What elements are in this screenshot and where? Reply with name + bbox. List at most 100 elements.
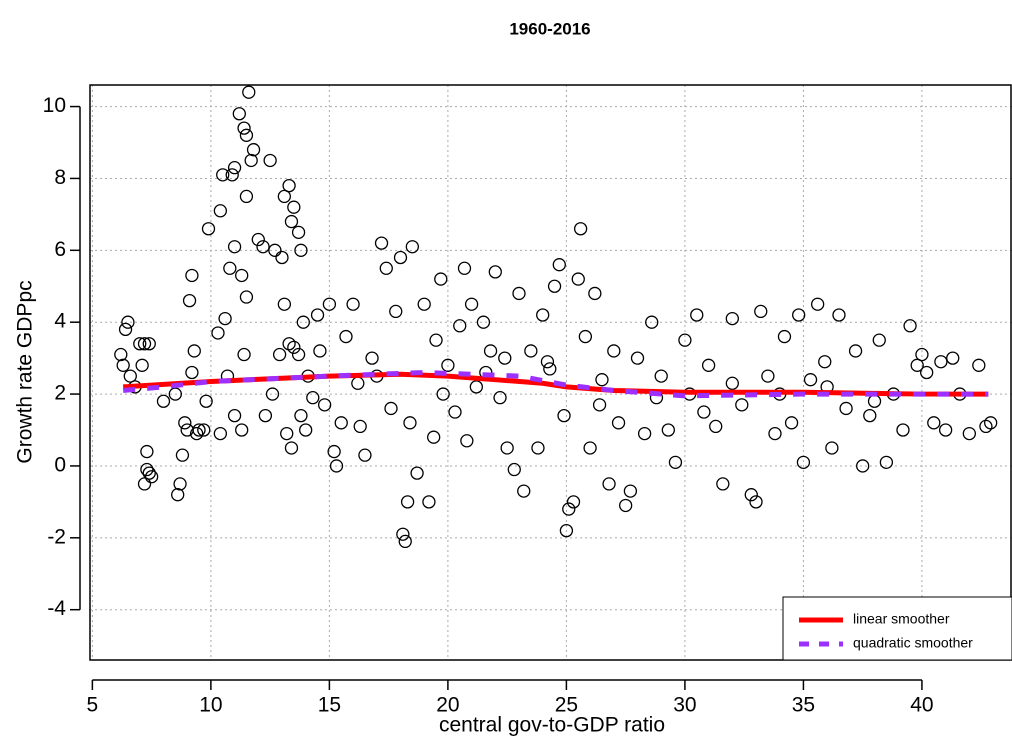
point <box>379 261 393 275</box>
point <box>573 222 588 236</box>
point <box>716 477 730 491</box>
point <box>540 355 555 369</box>
point <box>192 423 206 437</box>
point <box>879 455 894 469</box>
point <box>389 304 403 319</box>
point <box>578 329 593 344</box>
point <box>946 351 960 365</box>
x-tick-label: 20 <box>436 694 459 717</box>
point <box>282 337 296 351</box>
point <box>839 401 853 416</box>
point <box>144 470 159 484</box>
point <box>232 107 246 121</box>
point <box>557 408 571 423</box>
x-tick-label: 25 <box>555 694 578 717</box>
point <box>678 333 692 347</box>
point <box>607 344 621 358</box>
point <box>595 373 609 387</box>
point <box>818 355 832 369</box>
point <box>327 444 341 459</box>
point <box>559 523 574 538</box>
x-axis-title: central gov-to-GDP ratio <box>439 714 665 737</box>
point <box>552 258 566 272</box>
point <box>284 214 299 229</box>
point <box>434 272 448 286</box>
legend-label: quadratic smoother <box>853 635 973 651</box>
point <box>725 376 739 390</box>
point <box>199 394 213 408</box>
point <box>436 387 450 401</box>
point <box>825 441 839 455</box>
point <box>156 394 171 408</box>
point <box>306 391 320 405</box>
point <box>334 416 348 430</box>
point <box>645 315 659 329</box>
point <box>547 279 562 293</box>
y-tick-label: -2 <box>47 525 66 548</box>
point <box>175 448 190 462</box>
point <box>365 351 379 365</box>
point <box>725 311 739 326</box>
smoother-line <box>122 369 989 399</box>
x-tick-label: 35 <box>792 694 815 717</box>
point <box>251 232 265 247</box>
point <box>498 351 512 365</box>
point <box>637 426 652 441</box>
point <box>201 222 216 236</box>
point <box>536 308 550 322</box>
point <box>237 347 251 362</box>
point <box>984 416 998 430</box>
point <box>761 369 775 383</box>
point <box>173 477 187 491</box>
point <box>476 315 491 329</box>
point <box>588 286 602 301</box>
point <box>185 268 199 283</box>
point <box>915 347 929 362</box>
legend-label: linear smoother <box>853 611 950 627</box>
point <box>123 369 137 383</box>
point <box>140 444 154 459</box>
point <box>856 459 870 473</box>
point <box>920 365 934 380</box>
point <box>934 355 948 369</box>
point <box>400 495 415 509</box>
point <box>441 358 455 372</box>
x-tick-label: 5 <box>87 694 99 717</box>
point <box>464 297 479 311</box>
point <box>517 484 531 498</box>
point <box>182 293 197 308</box>
point <box>661 423 675 437</box>
point <box>562 502 576 516</box>
point <box>263 153 277 168</box>
point <box>322 297 337 311</box>
point <box>611 416 626 430</box>
point <box>668 455 683 469</box>
point <box>623 484 638 498</box>
point <box>972 358 986 372</box>
point <box>709 419 723 434</box>
point <box>796 455 811 469</box>
point <box>211 326 225 340</box>
point <box>197 423 211 437</box>
point <box>287 200 301 214</box>
point <box>142 466 156 480</box>
point <box>507 462 521 477</box>
point <box>213 204 228 218</box>
point <box>398 534 412 549</box>
point <box>171 488 185 502</box>
point <box>225 168 239 182</box>
point <box>227 240 242 254</box>
point <box>216 168 230 182</box>
point <box>457 261 472 275</box>
point <box>429 333 443 347</box>
point <box>135 358 149 372</box>
point <box>239 128 254 142</box>
point <box>190 426 204 441</box>
point <box>754 304 768 319</box>
point <box>493 391 507 405</box>
point <box>488 265 502 279</box>
point <box>543 362 557 376</box>
point <box>223 261 237 275</box>
point <box>571 272 585 286</box>
legend-box <box>782 596 1012 661</box>
